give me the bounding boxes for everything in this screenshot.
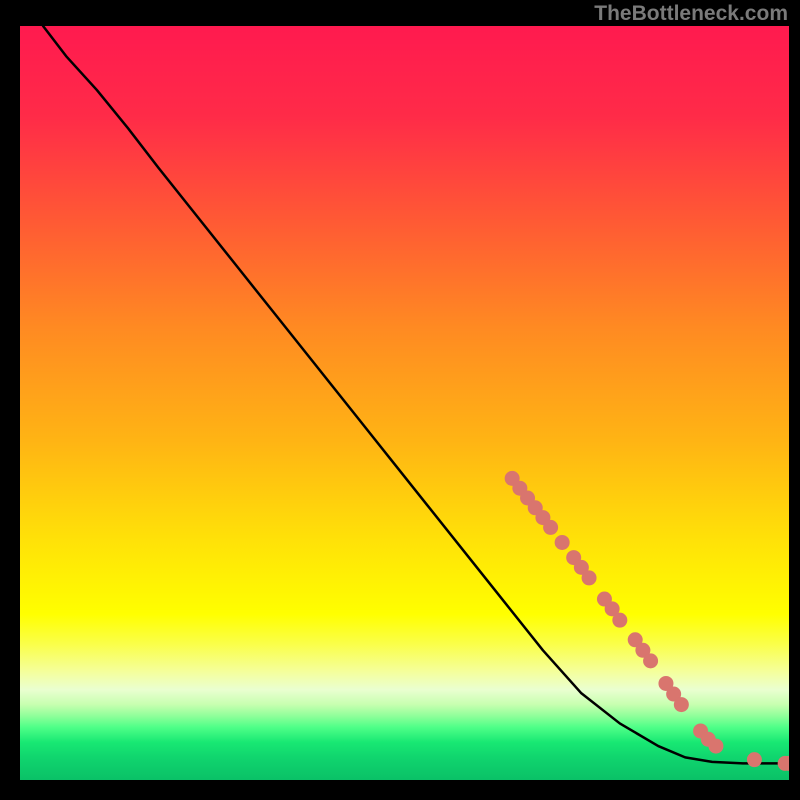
chart-container: TheBottleneck.com	[0, 0, 800, 800]
watermark-text: TheBottleneck.com	[594, 2, 788, 26]
data-marker	[582, 570, 597, 585]
data-marker	[708, 739, 723, 754]
plot-area	[20, 26, 789, 780]
chart-svg	[20, 26, 789, 780]
data-marker	[612, 613, 627, 628]
data-marker	[674, 697, 689, 712]
data-marker	[747, 752, 762, 767]
data-marker	[643, 653, 658, 668]
data-marker	[543, 520, 558, 535]
data-marker	[555, 535, 570, 550]
curve-line	[43, 26, 789, 763]
